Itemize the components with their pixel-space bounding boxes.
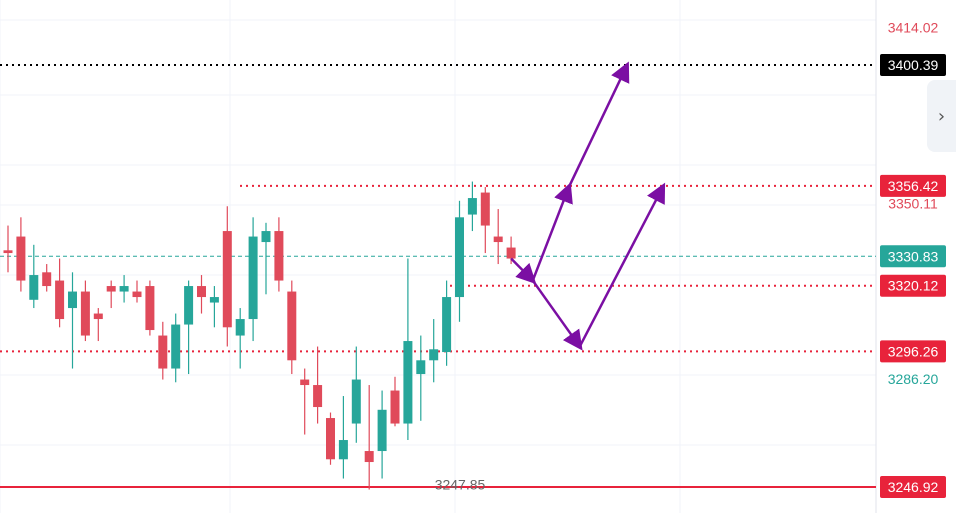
candle-body bbox=[171, 324, 181, 369]
candle-body bbox=[274, 231, 284, 281]
candle-body bbox=[377, 409, 387, 452]
projection-arrow bbox=[510, 257, 537, 285]
price-badge-label: 3246.92 bbox=[888, 479, 939, 495]
candles bbox=[3, 181, 516, 490]
price-badge-label: 3296.26 bbox=[888, 343, 939, 359]
chevron-right-icon: › bbox=[937, 105, 946, 127]
candle-body bbox=[480, 192, 490, 226]
price-badge-label: 3400.39 bbox=[888, 57, 939, 73]
candle-body bbox=[248, 236, 258, 320]
projection-arrow bbox=[531, 182, 573, 282]
candle-body bbox=[184, 286, 194, 325]
price-badge bbox=[880, 245, 946, 268]
candle-body bbox=[29, 275, 39, 300]
candle-body bbox=[300, 379, 310, 386]
price-badge-label: 3320.12 bbox=[888, 278, 939, 294]
candle-body bbox=[119, 286, 129, 292]
projection-arrows bbox=[510, 61, 666, 351]
candle-body bbox=[403, 341, 413, 424]
price-badge bbox=[880, 274, 946, 297]
price-levels bbox=[0, 64, 876, 488]
candle-body bbox=[338, 440, 348, 460]
candle-body bbox=[351, 379, 361, 424]
candle-body bbox=[93, 313, 103, 320]
candle-body bbox=[261, 231, 271, 243]
candle-body bbox=[80, 291, 90, 336]
price-badge bbox=[880, 174, 946, 197]
low-marker: 3247.85 bbox=[435, 476, 486, 492]
candle-body bbox=[3, 250, 13, 254]
candle-body bbox=[197, 286, 206, 298]
price-badge bbox=[880, 476, 946, 498]
projection-arrow bbox=[578, 182, 666, 348]
candle-body bbox=[313, 385, 323, 408]
candle-body bbox=[390, 390, 400, 424]
scroll-right-button[interactable]: › bbox=[927, 80, 956, 152]
candle-body bbox=[364, 451, 374, 463]
candle-body bbox=[467, 198, 477, 215]
candle-body bbox=[55, 280, 65, 320]
candle-body bbox=[455, 217, 464, 298]
candle-body bbox=[42, 272, 52, 287]
price-badge bbox=[880, 340, 946, 363]
candle-body bbox=[145, 286, 155, 331]
candle-body bbox=[326, 418, 335, 460]
axis-tick-label: 3350.11 bbox=[888, 195, 938, 211]
chart-grid bbox=[0, 0, 877, 513]
candle-body bbox=[442, 297, 452, 353]
candle-body bbox=[106, 286, 116, 292]
axis-tick-label: 3286.20 bbox=[888, 371, 939, 387]
candle-body bbox=[493, 236, 503, 243]
candle-body bbox=[416, 360, 426, 375]
candle-body bbox=[222, 231, 232, 328]
price-axis[interactable]: 3400.39 3356.42 3320.12 3296.26 3246.92 3330.… bbox=[880, 20, 946, 498]
candle-body bbox=[209, 297, 219, 303]
low-price-label: 3247.85 bbox=[435, 476, 486, 492]
price-badge bbox=[880, 54, 946, 76]
candle-body bbox=[287, 291, 297, 361]
candle-body bbox=[506, 247, 516, 259]
projection-arrow bbox=[531, 279, 583, 351]
candle-body bbox=[429, 349, 439, 361]
axis-tick-label: 3414.02 bbox=[888, 20, 939, 36]
candle-body bbox=[16, 236, 26, 281]
price-badge-label: 3356.42 bbox=[888, 178, 939, 194]
price-badge-label: 3330.83 bbox=[888, 248, 939, 264]
candle-body bbox=[68, 291, 77, 309]
candle-body bbox=[158, 335, 168, 369]
projection-arrow bbox=[567, 61, 630, 188]
candle-body bbox=[132, 291, 142, 298]
candle-body bbox=[235, 319, 245, 336]
